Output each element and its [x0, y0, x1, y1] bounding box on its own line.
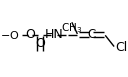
Text: $\mathregular{CH_3}$: $\mathregular{CH_3}$ [61, 22, 82, 35]
Text: $\mathregular{-O}$: $\mathregular{-O}$ [0, 29, 20, 41]
Text: C: C [87, 28, 95, 41]
Text: Cl: Cl [116, 41, 128, 54]
Text: O: O [35, 37, 45, 50]
Text: O: O [25, 28, 35, 41]
Text: HN: HN [45, 28, 63, 41]
